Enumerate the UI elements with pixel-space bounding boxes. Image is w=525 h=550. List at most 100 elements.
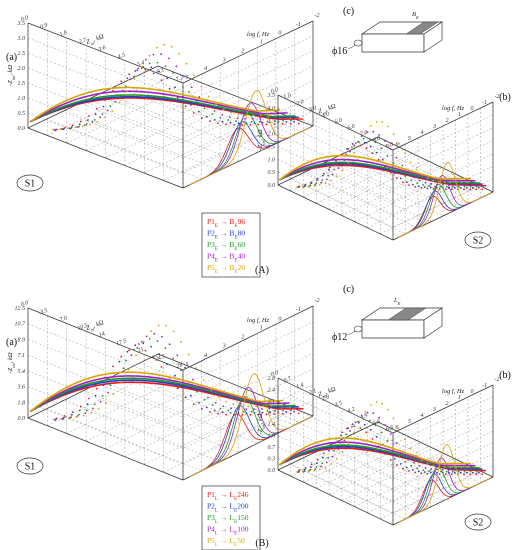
Ba-series-P4-point (260, 408, 263, 410)
Ab-floor-grid-u (380, 185, 481, 235)
Bb-series-P2-point (393, 457, 396, 460)
Bb-series-P2-point (405, 466, 408, 469)
Aa-floor-grid-u (144, 110, 275, 174)
Ab-series-P5-point (375, 120, 378, 123)
Ab-series-P5-point (358, 141, 361, 144)
Ab-series-P2-point (429, 186, 432, 189)
Ab-zre-tick: 9.0 (385, 142, 394, 150)
panel-B-legend-entry-P3: P3L → LE150 (207, 513, 249, 525)
Ab-series-P1-point (450, 188, 453, 191)
Ba-series-P2-point (126, 350, 129, 353)
Ba-box-edge (182, 305, 314, 371)
Bb-series-P3-point (451, 470, 454, 473)
Bb-series-P1-point (304, 467, 307, 469)
Ba-series-P5-point (127, 368, 130, 371)
Bb-series-P5-point (404, 438, 406, 441)
Aa-series-P1-point (120, 80, 123, 83)
Ab-zre-tick: 4.0 (321, 110, 330, 119)
Aa-series-P4-point (206, 104, 208, 106)
Bb-series-P4-point (453, 468, 456, 471)
Bb-side-grid-w (277, 412, 394, 468)
Ba-series-P2-point (205, 406, 208, 409)
Ab-side-grid-w (277, 133, 394, 189)
Bb-series-P4-point (465, 468, 467, 471)
Aa-logf-tick: 1 (260, 40, 263, 46)
Bb-series-P5-point (415, 454, 418, 457)
Ba-series-P2-point (70, 413, 73, 416)
Ab-series-P4-point (325, 178, 328, 181)
Bb-series-P4-point (436, 468, 438, 471)
Aa-series-P3-point (180, 81, 183, 83)
Bb-series-P2-point (375, 435, 378, 438)
Ba-series-P3-point (156, 340, 159, 343)
Ba-box-edge (27, 307, 184, 371)
Bb-zim-tick: 2.8 (268, 376, 276, 382)
Bb-series-P4-point (395, 442, 398, 444)
Ab-series-P1-point (353, 145, 356, 147)
Ab-wall-grid-w (392, 153, 494, 202)
Ab-zre-tick: 0.0 (270, 87, 279, 95)
Bb-floor-grid-v (352, 433, 469, 490)
Bb-logf-tick: 3 (432, 407, 436, 413)
Bb-wall-grid-w (392, 430, 494, 480)
Ab-wall-grid-w (392, 166, 494, 215)
Bb-side-grid-w (277, 400, 394, 457)
Ba-series-P5-point (195, 367, 198, 369)
Ba-series-P5-point (52, 418, 55, 421)
Aa-series-P3-point (203, 107, 206, 110)
Ab-series-P4-point (360, 135, 363, 138)
Ab-side-grid-w (277, 146, 394, 202)
Ab-series-P1-point (396, 177, 398, 180)
Aa-box-edge (27, 65, 159, 129)
Bb-series-P3-point (351, 425, 353, 428)
Bb-box-edge (392, 384, 494, 434)
Ba-series-P3-point (243, 410, 245, 413)
Ba-zre-axis-label: Zre, kΩ (85, 319, 105, 333)
Aa-zre-tick: 6.3 (156, 67, 165, 75)
Bb-series-P2-point (411, 468, 414, 471)
Bb-series-P5-point (307, 470, 310, 473)
Ab-series-P4-point (401, 164, 404, 167)
panel-A: 0.0 0.9 1.8 2.7 3.6 4.5 5.4 6.3 7.2 Zre, kΩ 5 4 3 2 1 0… (6, 6, 511, 278)
Ab-series-P1-point (359, 144, 362, 147)
Ba-zim-axis-label: -Zim, kΩ (7, 352, 16, 373)
Ab-series-P3-floor-curve (279, 161, 481, 184)
Bb-series-P5-point (426, 463, 429, 465)
Aa-zre-tick: 4.5 (117, 52, 126, 61)
Ba-series-P2-point (285, 410, 288, 413)
Ba-floor-grid-u (144, 400, 275, 465)
Bb-logf-tick: 0 (471, 389, 474, 395)
Aa-zre-tick: 0.9 (39, 22, 48, 30)
Ab-series-P1-point (371, 152, 374, 155)
Aa-series-P1-point (265, 123, 268, 126)
Bb-series-P2-point (453, 471, 456, 474)
B-spec-diameter: ϕ12 (332, 332, 347, 343)
Aa-series-P2-point (134, 70, 137, 72)
Ab-series-P3-point (339, 161, 341, 164)
Bb-series-P5-wall-curve (397, 444, 492, 523)
Ba-series-P3-point (195, 390, 198, 393)
Aa-series-P4-point (282, 116, 285, 119)
Bb-wall-grid-w (392, 419, 494, 468)
Ab-series-P3-point (475, 185, 478, 188)
Ba-series-P1-point (217, 412, 219, 415)
Aa-series-P3-point (62, 128, 65, 131)
Aa-zim-tick: 0.0 (18, 126, 26, 132)
Ab-series-P4-point (413, 176, 415, 179)
Bb-series-P3-point (333, 449, 335, 452)
Ba-series-P5-point (112, 393, 115, 396)
Ab-series-P1-point (463, 188, 465, 191)
panel-A-legend-entry-P4: P4E → BE40 (207, 252, 245, 264)
Bb-logf-tick: 2 (446, 401, 449, 407)
Ba-series-P4-point (130, 354, 133, 357)
Aa-series-P5-point (148, 54, 151, 57)
Aa-series-P3-point (258, 120, 261, 123)
Ab-series-P3-point (351, 146, 353, 149)
Bb-logf-axis-label: log f, Hz (442, 388, 465, 395)
Ba-zim-tick: 3.6 (17, 385, 26, 391)
Bb-series-P4-point (343, 439, 346, 442)
Ab-series-P2-point (322, 174, 324, 177)
Ba-series-P5-point (135, 354, 138, 357)
Aa-series-P4-point (160, 53, 163, 56)
Aa-series-P2-point (174, 86, 176, 89)
